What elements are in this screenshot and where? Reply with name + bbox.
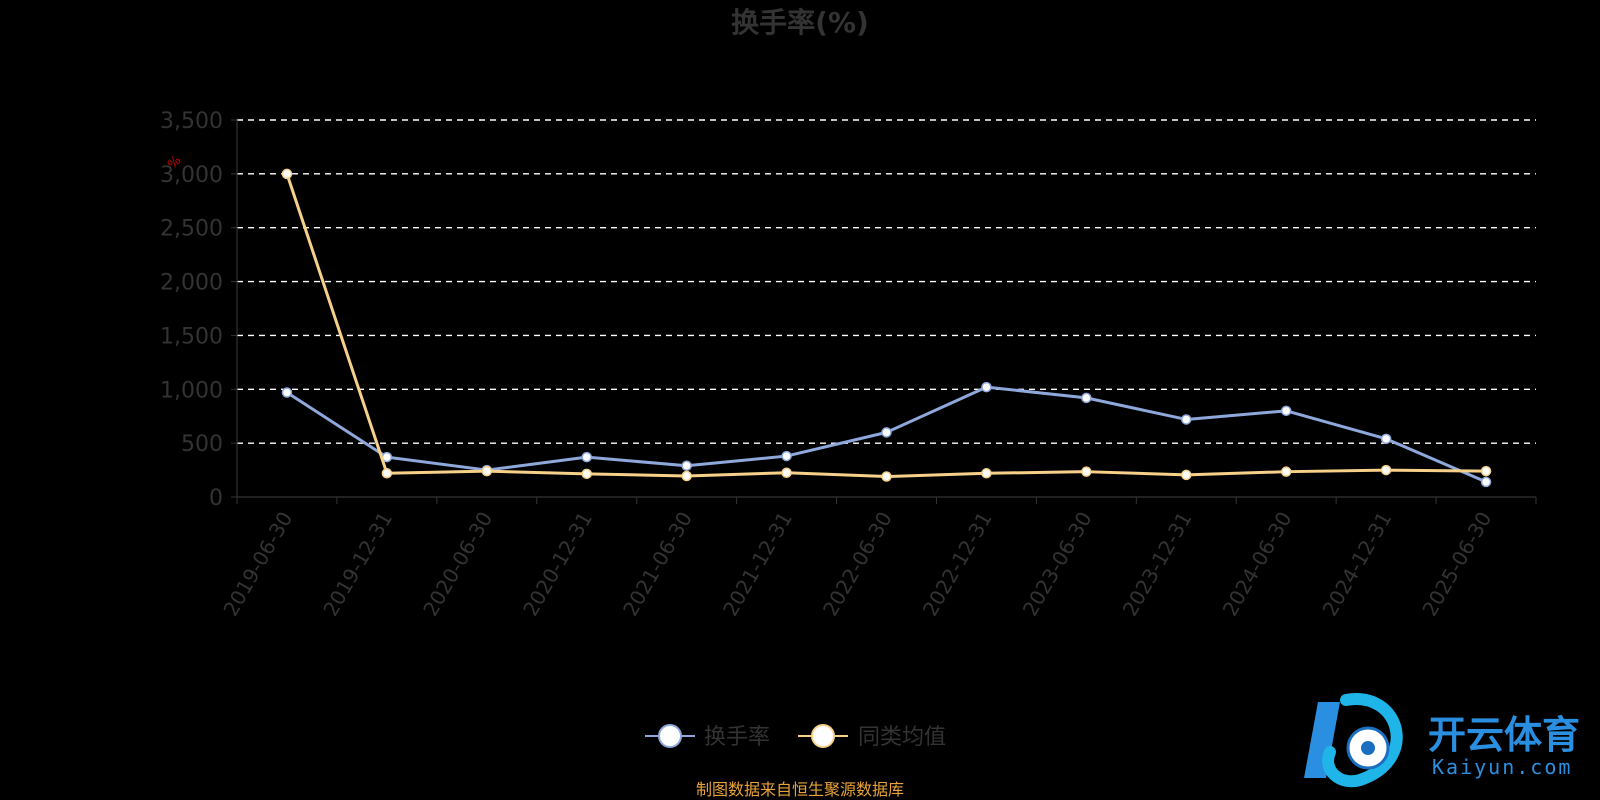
legend-item-peer-average[interactable]: 同类均值	[798, 724, 946, 750]
data-point-series-0	[1181, 414, 1192, 425]
y-tick-label: 3,500	[160, 109, 223, 134]
legend-marker-turnover	[658, 724, 682, 748]
data-point-series-1	[1081, 466, 1092, 477]
watermark-site: Kaiyun.com	[1432, 755, 1572, 779]
y-tick-label: 500	[181, 432, 223, 457]
data-point-series-1	[1181, 469, 1192, 481]
data-point-series-1	[1380, 464, 1392, 476]
data-point-series-0	[581, 451, 592, 463]
data-point-series-0	[1081, 392, 1092, 404]
x-tick-label: 2019-06-30	[218, 508, 297, 621]
x-tick-label: 2025-06-30	[1417, 508, 1496, 621]
chart-title: 换手率(%)	[731, 6, 869, 39]
data-point-series-1	[481, 465, 493, 477]
data-point-series-0	[1480, 476, 1492, 488]
x-tick-label: 2021-12-31	[718, 508, 797, 621]
y-tick-label: 0	[209, 486, 223, 511]
legend-item-turnover[interactable]: 换手率	[645, 724, 770, 750]
data-point-series-1	[981, 468, 992, 479]
x-tick-label: 2020-12-31	[518, 508, 597, 621]
data-point-series-1	[881, 471, 892, 482]
x-tick-label: 2019-12-31	[318, 508, 397, 621]
x-tick-label: 2022-06-30	[818, 508, 897, 621]
y-tick-label: 2,000	[160, 271, 223, 296]
y-tick-label: 3,000	[160, 163, 223, 188]
x-tick-label: 2020-06-30	[418, 508, 497, 621]
data-point-series-0	[1380, 433, 1392, 445]
grid-lines	[237, 119, 1536, 444]
legend-label-peer-average: 同类均值	[858, 725, 946, 750]
data-point-series-1	[381, 468, 393, 479]
data-point-series-0	[281, 387, 293, 398]
data-point-series-1	[1480, 465, 1492, 477]
k-ball-logo-icon	[1304, 693, 1403, 788]
y-tick-label: 1,500	[160, 324, 223, 349]
data-point-series-1	[1280, 466, 1292, 477]
data-point-series-0	[681, 460, 692, 472]
x-tick-label: 2023-12-31	[1118, 508, 1197, 621]
axes: 0 500 1,000 1,500 2,000 2,500 3,000 3,500 2019-0…	[160, 109, 1537, 621]
x-tick-label: 2023-06-30	[1018, 508, 1097, 621]
y-tick-label: 1,000	[160, 378, 223, 403]
x-tick-label: 2021-06-30	[618, 508, 697, 621]
legend[interactable]: 换手率 同类均值	[645, 724, 946, 750]
data-point-series-1	[581, 468, 592, 480]
x-tick-label: 2024-12-31	[1318, 508, 1397, 621]
data-point-series-0	[981, 381, 992, 393]
watermark-logo: 开云体育 Kaiyun.com	[1304, 693, 1580, 788]
legend-label-turnover: 换手率	[704, 725, 770, 750]
legend-marker-peer-average	[811, 724, 835, 748]
x-tick-label: 2024-06-30	[1218, 508, 1297, 621]
data-point-series-0	[1280, 405, 1292, 417]
data-point-series-0	[881, 427, 892, 438]
data-point-series-1	[781, 467, 792, 479]
x-tick-label: 2022-12-31	[918, 508, 997, 621]
data-source-note: 制图数据来自恒生聚源数据库	[696, 780, 904, 799]
series-lines	[281, 168, 1492, 488]
y-tick-label: 2,500	[160, 217, 223, 242]
data-point-series-1	[681, 470, 692, 482]
data-point-series-1	[281, 168, 293, 180]
watermark-brand: 开云体育	[1428, 713, 1580, 757]
data-point-series-0	[781, 450, 792, 462]
